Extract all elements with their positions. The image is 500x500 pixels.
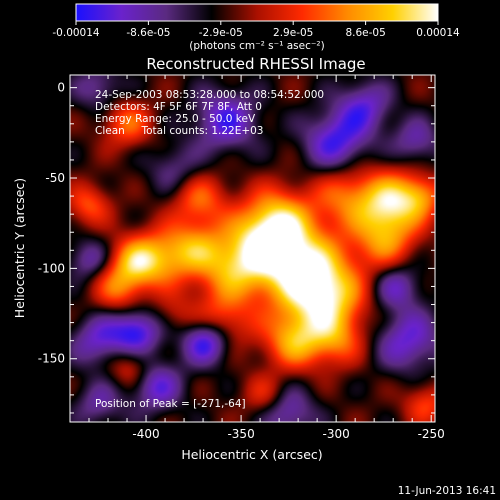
x-tick-label: -350 [227, 427, 254, 441]
x-tick-label: -250 [418, 427, 445, 441]
heatmap-image [70, 75, 435, 422]
colorbar-tick-labels: -0.00014 -8.6e-05 -2.9e-05 2.9e-05 8.6e-05 0.… [52, 27, 460, 39]
colorbar-tick-label: -8.6e-05 [126, 27, 170, 39]
x-ticks [69, 75, 432, 422]
colorbar-tick-label: -2.9e-05 [199, 27, 243, 39]
colorbar: -0.00014 -8.6e-05 -2.9e-05 2.9e-05 8.6e-05 0.… [52, 3, 460, 52]
annotation-block: 24-Sep-2003 08:53:28.000 to 08:54:52.000… [95, 89, 324, 137]
y-tick-label: -150 [38, 352, 65, 366]
chart-title: Reconstructed RHESSI Image [146, 55, 365, 73]
y-tick-label: -50 [45, 171, 65, 185]
colorbar-tick-label: 8.6e-05 [345, 27, 385, 39]
y-ticks [70, 87, 435, 414]
annotation-total-counts: Clean Total counts: 1.22E+03 [95, 125, 264, 137]
y-axis-label: Heliocentric Y (arcsec) [12, 178, 27, 318]
colorbar-tick-label: 0.00014 [416, 27, 460, 39]
x-tick-label: -400 [132, 427, 159, 441]
peak-position-label: Position of Peak = [-271,-64] [95, 398, 246, 410]
colorbar-tick-label: 2.9e-05 [273, 27, 313, 39]
colorbar-ticks [75, 21, 439, 25]
annotation-time-range: 24-Sep-2003 08:53:28.000 to 08:54:52.000 [95, 89, 324, 101]
colorbar-units-label: (photons cm⁻² s⁻¹ asec⁻²) [189, 40, 324, 52]
x-axis-label: Heliocentric X (arcsec) [181, 447, 322, 462]
y-tick-label: 0 [57, 81, 65, 95]
y-tick-labels: 0 -50 -100 -150 [38, 81, 65, 366]
plot-area: -400 -350 -300 -250 0 -50 -100 -150 24-Sep-200… [38, 74, 445, 441]
annotation-detectors: Detectors: 4F 5F 6F 7F 8F, Att 0 [95, 101, 262, 113]
y-tick-label: -100 [38, 261, 65, 275]
colorbar-tick-label: -0.00014 [52, 27, 100, 39]
plot-frame [69, 74, 436, 423]
x-tick-label: -300 [323, 427, 350, 441]
colorbar-gradient [75, 3, 439, 22]
annotation-energy-range: Energy Range: 25.0 - 50.0 keV [95, 113, 256, 125]
x-tick-labels: -400 -350 -300 -250 [132, 427, 444, 441]
footer-date: 11-Jun-2013 16:41 [398, 485, 496, 497]
